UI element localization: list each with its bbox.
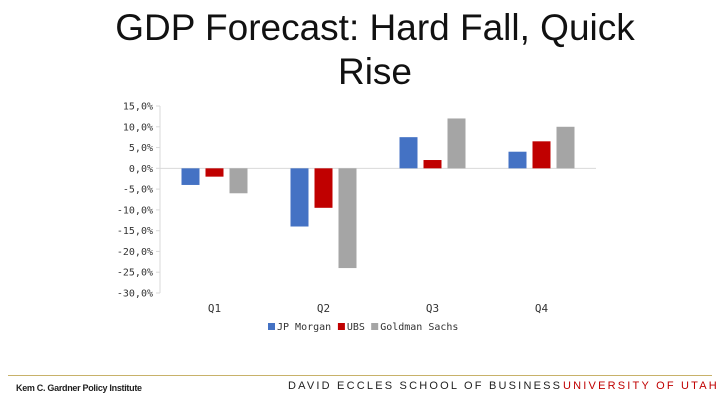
bar-q3-jp-morgan	[399, 137, 418, 169]
slide-title-line-2: Rise	[337, 51, 413, 92]
y-tick-label: 10,0%	[123, 122, 153, 133]
bar-q2-goldman-sachs	[338, 168, 357, 269]
legend-swatch	[371, 323, 379, 330]
y-tick-label: -10,0%	[117, 205, 153, 216]
gdp-forecast-chart: 15,0% 10,0% 5,0% 0,0% -5,0% -10,0% -15,0% -20,0…	[117, 102, 596, 333]
y-tick-label: 5,0%	[129, 143, 153, 154]
y-tick-label: -15,0%	[117, 226, 153, 237]
footer-divider	[8, 375, 712, 376]
y-tick-label: 15,0%	[123, 102, 153, 113]
x-category-label: Q4	[535, 302, 549, 315]
y-tick-label: -5,0%	[123, 185, 153, 196]
x-category-label: Q1	[208, 302, 221, 315]
y-tick-label: -30,0%	[117, 289, 153, 300]
footer-institute-name: Kem C. Gardner Policy Institute	[16, 383, 142, 393]
slide-title-line-1: GDP Forecast: Hard Fall, Quick	[115, 7, 635, 48]
y-tick-label: -25,0%	[117, 268, 153, 279]
legend-label: Goldman Sachs	[380, 322, 458, 333]
bar-q3-goldman-sachs	[447, 118, 466, 169]
y-tick-label: -20,0%	[117, 247, 153, 258]
footer-school-name: DAVID ECCLES SCHOOL OF BUSINESS	[288, 380, 563, 392]
footer-university-name: UNIVERSITY OF UTAH	[563, 380, 719, 392]
legend-swatch	[268, 323, 275, 330]
bar-q4-jp-morgan	[508, 151, 527, 169]
bar-q2-jp-morgan	[290, 168, 309, 227]
x-category-label: Q2	[317, 302, 330, 315]
y-tick-label: 0,0%	[129, 164, 153, 175]
legend-swatch	[337, 323, 345, 330]
legend-label: JP Morgan	[277, 322, 331, 333]
bar-q4-goldman-sachs	[556, 126, 575, 169]
legend-label: UBS	[347, 322, 365, 333]
bar-q3-ubs	[423, 160, 442, 169]
bar-q1-jp-morgan	[181, 168, 200, 185]
x-category-label: Q3	[426, 302, 439, 315]
bar-q2-ubs	[314, 168, 333, 208]
slide-title: GDP Forecast: Hard Fall, Quick Rise	[0, 6, 720, 94]
bar-q4-ubs	[532, 141, 551, 169]
bar-q1-goldman-sachs	[229, 168, 248, 194]
bar-q1-ubs	[205, 168, 224, 177]
